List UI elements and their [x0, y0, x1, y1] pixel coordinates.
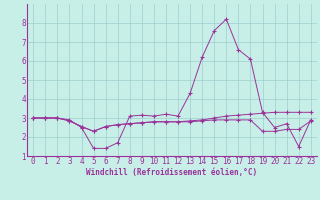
X-axis label: Windchill (Refroidissement éolien,°C): Windchill (Refroidissement éolien,°C) — [86, 168, 258, 177]
